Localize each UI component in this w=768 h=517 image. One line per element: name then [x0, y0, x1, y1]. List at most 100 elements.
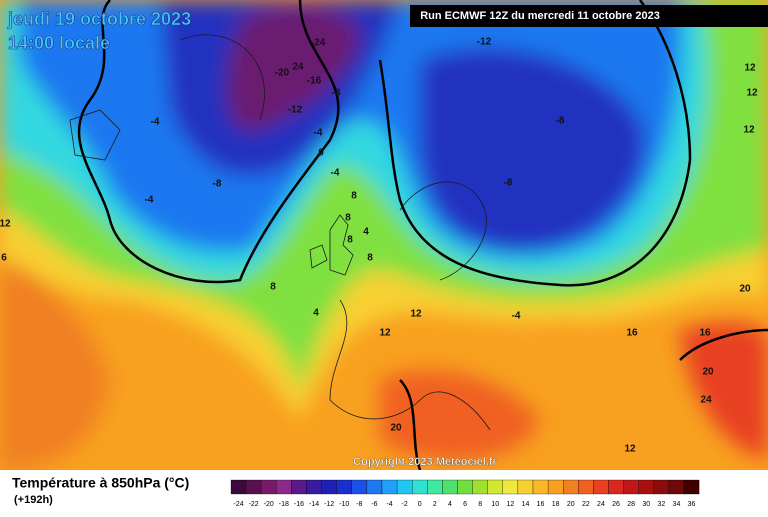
colorbar-label: 8	[478, 501, 482, 508]
colorbar-label: 2	[433, 501, 437, 508]
colorbar-swatch	[427, 479, 443, 495]
colorbar-swatch	[321, 479, 337, 495]
colorbar-swatch	[472, 479, 488, 495]
colorbar-label: -16	[294, 501, 304, 508]
contour-label: 16	[699, 328, 711, 339]
map-time: 14:00 locale	[8, 33, 110, 53]
colorbar-label: 32	[657, 501, 665, 508]
contour-label: 24	[700, 395, 712, 406]
coastlines	[69, 34, 491, 431]
colorbar-label: 30	[642, 501, 650, 508]
colorbar-swatch	[653, 479, 670, 495]
run-info: Run ECMWF 12Z du mercredi 11 octobre 202…	[420, 10, 660, 22]
colorbar-swatch	[517, 479, 534, 495]
contour-label: 12	[624, 444, 636, 455]
colorbar-swatch	[563, 479, 579, 495]
colorbar-label: -4	[386, 501, 392, 508]
colorbar-label: 18	[552, 501, 560, 508]
contour-label: -8	[556, 116, 565, 127]
contour-label: -12	[477, 37, 492, 48]
contour-label: 4	[363, 227, 369, 238]
colorbar-swatch	[381, 479, 398, 495]
colorbar-label: -24	[233, 501, 243, 508]
colorbar-label: -22	[249, 501, 259, 508]
colorbar-label: -6	[371, 501, 377, 508]
contour-label: -4	[331, 168, 340, 179]
colorbar-swatch	[668, 479, 685, 495]
contour-label: -4	[151, 117, 160, 128]
map-date: jeudi 19 octobre 2023	[7, 9, 191, 29]
copyright: Copyright 2023 Meteociel.fr	[353, 456, 497, 468]
colorbar-label: 0	[418, 501, 422, 508]
contour-label: 12	[379, 328, 391, 339]
run-banner	[410, 5, 768, 27]
colorbar-label: -12	[324, 501, 334, 508]
contour-label: -20	[275, 68, 290, 79]
colorbar-swatch	[366, 479, 383, 495]
colorbar-label: 28	[627, 501, 635, 508]
colorbar-swatch	[638, 479, 654, 495]
legend-title: Température à 850hPa (°C)	[12, 475, 189, 491]
contour-label: 12	[410, 309, 422, 320]
contour-label: 8	[345, 213, 351, 224]
contour-label: 16	[626, 328, 638, 339]
forecast-lead: (+192h)	[14, 494, 53, 506]
colorbar-label: -10	[339, 501, 349, 508]
contour-label: 0	[318, 148, 324, 159]
colorbar-swatch	[276, 479, 292, 495]
contour-label: 6	[1, 253, 7, 264]
colorbar-label: 22	[582, 501, 590, 508]
contour-labels: -24-2024-16-8-12-40-4-8-4-4-12-8-8121212…	[0, 37, 758, 455]
colorbar-swatch	[245, 479, 262, 495]
colorbar-label: -8	[356, 501, 362, 508]
colorbar-label: 10	[491, 501, 499, 508]
contour-label: 12	[743, 125, 755, 136]
contour-label: 20	[390, 423, 402, 434]
contour-label: -4	[512, 311, 521, 322]
colorbar-swatch	[306, 479, 322, 495]
colorbar-swatch	[487, 479, 503, 495]
colorbar-swatch	[412, 479, 428, 495]
zero-isotherm	[77, 0, 768, 470]
colorbar-label: 20	[567, 501, 575, 508]
colorbar-label: 14	[522, 501, 530, 508]
contour-label: 20	[702, 367, 714, 378]
colorbar-swatch	[351, 479, 368, 495]
contour-label: 8	[347, 235, 353, 246]
colorbar-label: 12	[506, 501, 514, 508]
colorbar-swatch	[623, 479, 639, 495]
colorbar-swatch	[442, 479, 458, 495]
colorbar-swatch	[336, 479, 352, 495]
contour-label: 20	[739, 284, 751, 295]
colorbar-label: 6	[463, 501, 467, 508]
colorbar-swatch	[457, 479, 473, 495]
colorbar-swatch	[683, 479, 700, 495]
colorbar-swatch	[578, 479, 594, 495]
contour-label: 12	[746, 88, 758, 99]
colorbar-label: -2	[402, 501, 408, 508]
contour-label: -8	[332, 88, 341, 99]
contour-label: -4	[314, 128, 323, 139]
contour-label: 8	[351, 191, 357, 202]
colorbar-label: 26	[612, 501, 620, 508]
colorbar-swatch	[261, 479, 277, 495]
colorbar-swatch	[230, 479, 247, 495]
colorbar-swatch	[396, 479, 413, 495]
colorbar-label: 16	[537, 501, 545, 508]
temperature-field	[0, 0, 768, 470]
colorbar-label: -20	[264, 501, 274, 508]
colorbar-label: 4	[448, 501, 452, 508]
contour-label: 12	[0, 219, 11, 230]
colorbar-swatch	[502, 479, 519, 495]
colorbar-label: -14	[309, 501, 319, 508]
contour-label: 24	[292, 62, 304, 73]
contour-label: -24	[311, 38, 326, 49]
contour-label: 8	[367, 253, 373, 264]
contour-label: -8	[213, 179, 222, 190]
colorbar-swatch	[532, 479, 549, 495]
contour-label: 4	[313, 308, 319, 319]
colorbar-label: -18	[279, 501, 289, 508]
contour-label: -8	[504, 178, 513, 189]
contour-label: 8	[270, 282, 276, 293]
colorbar-swatch	[291, 479, 307, 495]
